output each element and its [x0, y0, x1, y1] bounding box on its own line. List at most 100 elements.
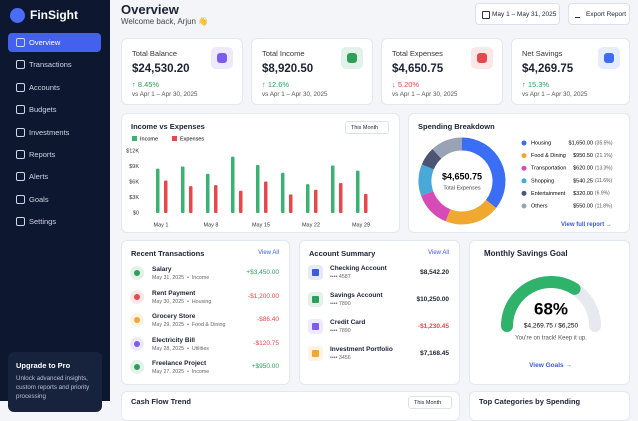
filter-dropdown[interactable]: This Month — [408, 396, 452, 409]
account-balance: $7,168.45 — [420, 350, 449, 357]
transaction-amount: -$1,200.00 — [247, 292, 279, 300]
bar — [331, 165, 335, 213]
account-icon-glyph — [312, 296, 319, 303]
legend-dot — [521, 203, 527, 209]
bar — [264, 181, 268, 213]
view-goals-link[interactable]: View Goals → — [529, 362, 572, 369]
card-title: Top Categories by Spending — [479, 397, 581, 406]
legend-percent: (11.8%) — [595, 203, 612, 209]
transaction-icon — [130, 313, 144, 327]
transaction-amount: +$3,450.00 — [246, 269, 279, 276]
nav-item[interactable]: Reports — [8, 145, 101, 164]
transaction-meta: May 30, 2025 • Housing — [152, 298, 212, 305]
nav-icon — [16, 217, 25, 227]
nav-label: Budgets — [29, 105, 57, 115]
account-balance: -$1,230.45 — [417, 323, 449, 330]
kpi-icon-glyph — [477, 53, 487, 63]
card-title: Account Summary — [309, 249, 376, 258]
donut-segment — [461, 137, 506, 208]
export-button[interactable]: Export Report — [568, 3, 630, 25]
nav-label: Overview — [29, 38, 61, 47]
nav-item[interactable]: Budgets — [8, 100, 101, 119]
legend-percent: (11.6%) — [595, 178, 612, 184]
nav-label: Transactions — [29, 60, 72, 70]
account-number: •••• 7890 — [330, 328, 351, 334]
account-icon-glyph — [312, 350, 319, 357]
legend-swatch — [172, 136, 177, 141]
account-icon — [308, 346, 323, 361]
kpi-period: vs Apr 1 – Apr 30, 2025 — [392, 91, 458, 98]
cash-flow-card: Cash Flow Trend This Month — [121, 391, 460, 421]
legend-percent: (21.1%) — [595, 153, 613, 159]
donut-segment — [421, 190, 451, 222]
legend-dot — [521, 140, 527, 146]
filter-dropdown[interactable]: This Month — [345, 121, 389, 134]
transaction-icon-glyph — [134, 317, 140, 323]
legend-amount: $950.50 — [573, 153, 593, 159]
transaction-name: Grocery Store — [152, 313, 196, 320]
kpi-icon-glyph — [347, 53, 357, 63]
legend-amount: $540.25 — [573, 178, 593, 184]
x-tick-label: May 15 — [252, 222, 270, 228]
kpi-label: Net Savings — [522, 49, 563, 58]
nav-label: Investments — [29, 127, 70, 137]
donut-total: $4,650.75 — [442, 171, 482, 181]
view-all-link[interactable]: View All — [258, 250, 279, 256]
view-report-link[interactable]: View full report → — [561, 222, 612, 228]
legend-label: Income — [140, 136, 158, 142]
kpi-card: Total Balance $24,530.20 ↑ 8.45% vs Apr 1 –… — [121, 38, 243, 105]
card-title: Cash Flow Trend — [131, 397, 192, 406]
kpi-value: $24,530.20 — [132, 63, 190, 75]
income-chart-card: Income vs Expenses This Month Income Expe… — [121, 113, 400, 233]
bar — [281, 172, 285, 213]
donut-segment — [432, 137, 463, 159]
account-icon — [308, 265, 323, 280]
account-name: Credit Card — [330, 319, 366, 326]
y-tick-label: $9K — [129, 164, 139, 170]
transaction-icon-glyph — [134, 293, 140, 300]
nav-item[interactable]: Transactions — [8, 55, 101, 74]
transaction-name: Rent Payment — [152, 289, 196, 297]
donut-segment — [421, 149, 442, 170]
donut-segment — [445, 199, 497, 225]
kpi-icon-glyph — [604, 53, 614, 63]
bar — [356, 170, 360, 213]
kpi-label: Total Income — [262, 49, 305, 58]
date-picker[interactable]: May 1 – May 31, 2025 — [475, 3, 560, 25]
export-label: Export Report — [586, 11, 627, 18]
bar — [214, 185, 218, 213]
transaction-meta: May 29, 2025 • Food & Dining — [152, 322, 226, 328]
y-tick-label: $6K — [129, 179, 139, 185]
bar — [364, 193, 368, 213]
nav-item[interactable]: Investments — [8, 123, 101, 142]
x-tick-label: May 22 — [302, 222, 320, 228]
nav-icon — [16, 60, 25, 70]
kpi-value: $4,269.75 — [522, 63, 574, 75]
kpi-change: ↑ 15.3% — [522, 80, 550, 89]
view-all-link[interactable]: View All — [428, 250, 449, 256]
accounts-card: Account Summary View All Checking Accoun… — [299, 240, 460, 385]
gauge-progress-label: $4,269.75 / $6,250 — [524, 323, 579, 330]
nav-label: Alerts — [29, 172, 49, 182]
bar — [306, 184, 310, 213]
transaction-amount: +$950.00 — [251, 363, 279, 370]
y-tick-label: $0 — [133, 210, 139, 216]
page-title: Overview — [121, 2, 179, 17]
nav-item[interactable]: Accounts — [8, 78, 101, 97]
legend-label: Transportation — [531, 166, 566, 172]
calendar-icon — [482, 11, 490, 19]
legend-dot — [521, 178, 527, 184]
bar — [206, 173, 210, 213]
kpi-value: $8,920.50 — [262, 63, 314, 75]
kpi-label: Total Balance — [132, 49, 178, 58]
transaction-icon — [130, 336, 144, 351]
nav-item[interactable]: Settings — [8, 212, 101, 231]
nav-item[interactable]: Overview — [8, 33, 101, 52]
transaction-name: Freelance Project — [152, 360, 207, 367]
bar — [181, 166, 185, 213]
nav-item[interactable]: Goals — [8, 190, 101, 209]
kpi-icon — [598, 47, 620, 69]
card-title: Monthly Savings Goal — [484, 249, 568, 258]
nav-item[interactable]: Alerts — [8, 167, 101, 186]
